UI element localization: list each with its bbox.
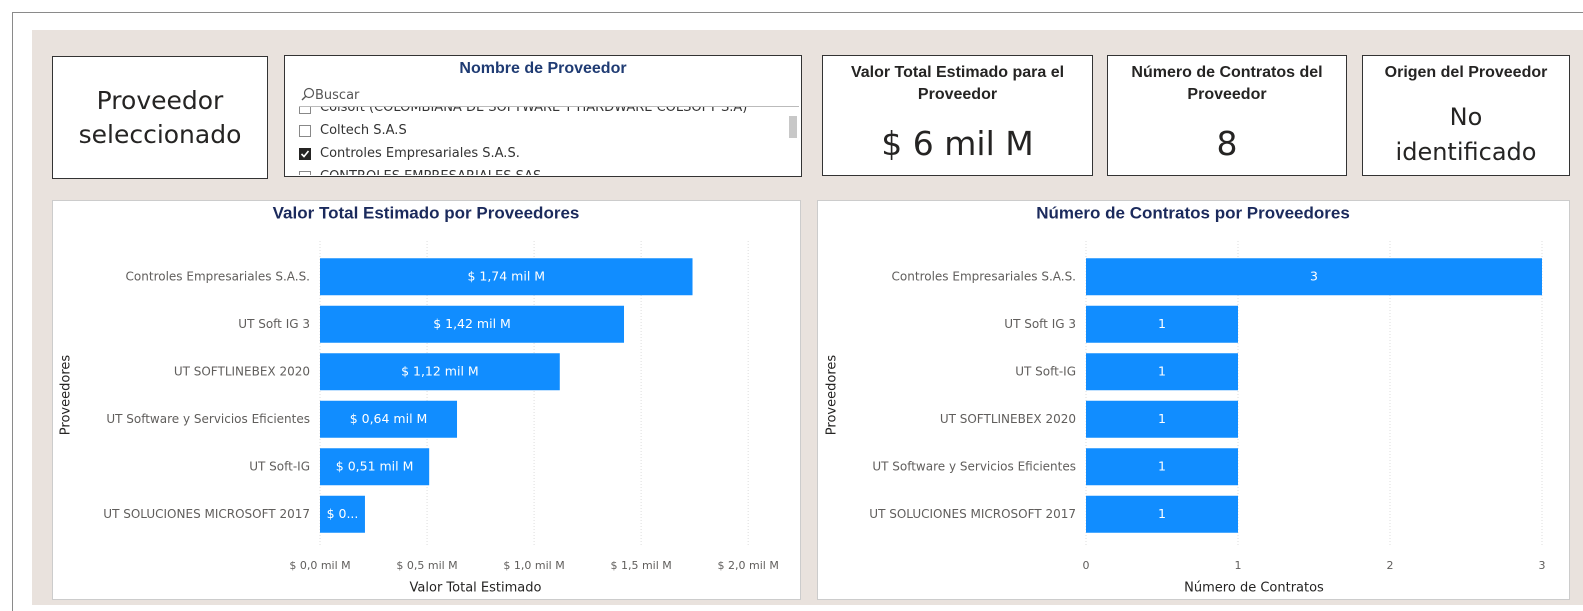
slicer-item[interactable]: Controles Empresariales S.A.S. bbox=[299, 142, 747, 165]
y-tick-label: UT Software y Servicios Eficientes bbox=[872, 459, 1076, 473]
check-mark bbox=[300, 149, 310, 158]
chart-title: Valor Total Estimado por Proveedores bbox=[273, 203, 580, 222]
data-label: 1 bbox=[1158, 363, 1166, 378]
x-tick-label: 0 bbox=[1083, 559, 1090, 572]
y-tick-label: UT Soft-IG bbox=[1015, 364, 1076, 378]
bar bbox=[320, 258, 693, 296]
y-tick-label: UT Soft IG 3 bbox=[1004, 317, 1076, 331]
scrollbar[interactable] bbox=[789, 116, 797, 138]
x-tick-label: $ 0,0 mil M bbox=[289, 559, 350, 572]
bar bbox=[1086, 353, 1238, 391]
y-tick-label: UT SOLUCIONES MICROSOFT 2017 bbox=[869, 507, 1076, 521]
data-label: $ 1,74 mil M bbox=[467, 268, 545, 283]
slicer-item-label: Controles Empresariales S.A.S. bbox=[320, 146, 520, 161]
bar bbox=[320, 495, 365, 533]
data-label: 1 bbox=[1158, 458, 1166, 473]
checkbox[interactable] bbox=[299, 107, 311, 114]
chart-title: Número de Contratos por Proveedores bbox=[1036, 203, 1350, 222]
checkbox[interactable] bbox=[299, 170, 311, 175]
bar bbox=[1086, 448, 1238, 486]
y-tick-label: UT Soft-IG bbox=[249, 459, 310, 473]
y-tick-label: UT SOFTLINEBEX 2020 bbox=[940, 412, 1076, 426]
card: Valor Total Estimado para el Proveedor $… bbox=[822, 55, 1093, 176]
bar bbox=[1086, 400, 1238, 438]
x-tick-label: $ 0,5 mil M bbox=[396, 559, 457, 572]
card-value: $ 6 mil M bbox=[881, 124, 1034, 163]
y-tick-label: Controles Empresariales S.A.S. bbox=[126, 269, 310, 283]
x-tick-label: $ 1,0 mil M bbox=[503, 559, 564, 572]
text-card: Proveedor seleccionado bbox=[52, 56, 268, 179]
data-label: $ 0,64 mil M bbox=[350, 411, 428, 426]
text-card-text: Proveedor seleccionado bbox=[78, 85, 242, 149]
card-value: 8 bbox=[1216, 124, 1238, 163]
slicer-item-label: Coltech S.A.S bbox=[320, 123, 407, 138]
card-value: No identificado bbox=[1395, 103, 1537, 166]
slicer-title: Nombre de Proveedor bbox=[459, 60, 627, 77]
x-tick-label: $ 2,0 mil M bbox=[718, 559, 779, 572]
bar bbox=[1086, 495, 1238, 533]
x-tick-label: 2 bbox=[1387, 559, 1394, 572]
bar bbox=[320, 448, 430, 486]
bar bbox=[1086, 258, 1542, 296]
checkbox[interactable] bbox=[299, 124, 311, 137]
search-box[interactable]: Buscar bbox=[299, 84, 799, 107]
y-tick-label: UT SOFTLINEBEX 2020 bbox=[174, 364, 310, 378]
x-axis-title: Número de Contratos bbox=[1184, 581, 1324, 596]
data-label: 1 bbox=[1158, 411, 1166, 426]
search-icon bbox=[301, 87, 315, 101]
slicer-item-label: Colsoft (COLOMBIANA DE SOFTWARE Y HARDWA… bbox=[320, 107, 748, 115]
x-tick-label: $ 1,5 mil M bbox=[610, 559, 671, 572]
search-placeholder: Buscar bbox=[315, 88, 360, 103]
slicer-item[interactable]: Coltech S.A.S bbox=[299, 119, 747, 142]
x-tick-label: 1 bbox=[1235, 559, 1242, 572]
x-axis-title: Valor Total Estimado bbox=[410, 581, 542, 596]
slicer-list: Colsoft (COLOMBIANA DE SOFTWARE Y HARDWA… bbox=[299, 107, 779, 175]
data-label: $ 1,42 mil M bbox=[433, 316, 511, 331]
slicer-item[interactable]: CONTROLES EMPRESARIALES SAS bbox=[299, 165, 747, 175]
bar bbox=[1086, 305, 1238, 343]
bar bbox=[320, 353, 560, 391]
y-tick-label: UT Soft IG 3 bbox=[238, 317, 310, 331]
y-tick-label: UT SOLUCIONES MICROSOFT 2017 bbox=[103, 507, 310, 521]
card-title: Origen del Proveedor bbox=[1384, 64, 1548, 81]
data-label: 1 bbox=[1158, 316, 1166, 331]
slicer: Nombre de Proveedor Buscar Colsoft (COLO… bbox=[284, 55, 802, 177]
card: Origen del Proveedor No identificado bbox=[1362, 55, 1570, 176]
card-title: Número de Contratos del Proveedor bbox=[1131, 64, 1323, 104]
data-label: $ 1,12 mil M bbox=[401, 363, 479, 378]
data-label: $ 0,51 mil M bbox=[336, 458, 414, 473]
checkbox[interactable] bbox=[299, 147, 311, 160]
y-axis-title: Proveedores bbox=[59, 355, 74, 436]
data-label: $ 0... bbox=[327, 506, 359, 521]
bar bbox=[320, 400, 458, 438]
slicer-item-label: CONTROLES EMPRESARIALES SAS bbox=[320, 169, 541, 175]
x-tick-label: 3 bbox=[1539, 559, 1546, 572]
card-title: Valor Total Estimado para el Proveedor bbox=[850, 64, 1065, 104]
card: Número de Contratos del Proveedor 8 bbox=[1107, 55, 1347, 176]
bar bbox=[320, 305, 625, 343]
y-tick-label: Controles Empresariales S.A.S. bbox=[892, 269, 1076, 283]
data-label: 1 bbox=[1158, 506, 1166, 521]
data-label: 3 bbox=[1310, 268, 1318, 283]
y-axis-title: Proveedores bbox=[825, 355, 840, 436]
y-tick-label: UT Software y Servicios Eficientes bbox=[106, 412, 310, 426]
slicer-item[interactable]: Colsoft (COLOMBIANA DE SOFTWARE Y HARDWA… bbox=[299, 107, 747, 119]
